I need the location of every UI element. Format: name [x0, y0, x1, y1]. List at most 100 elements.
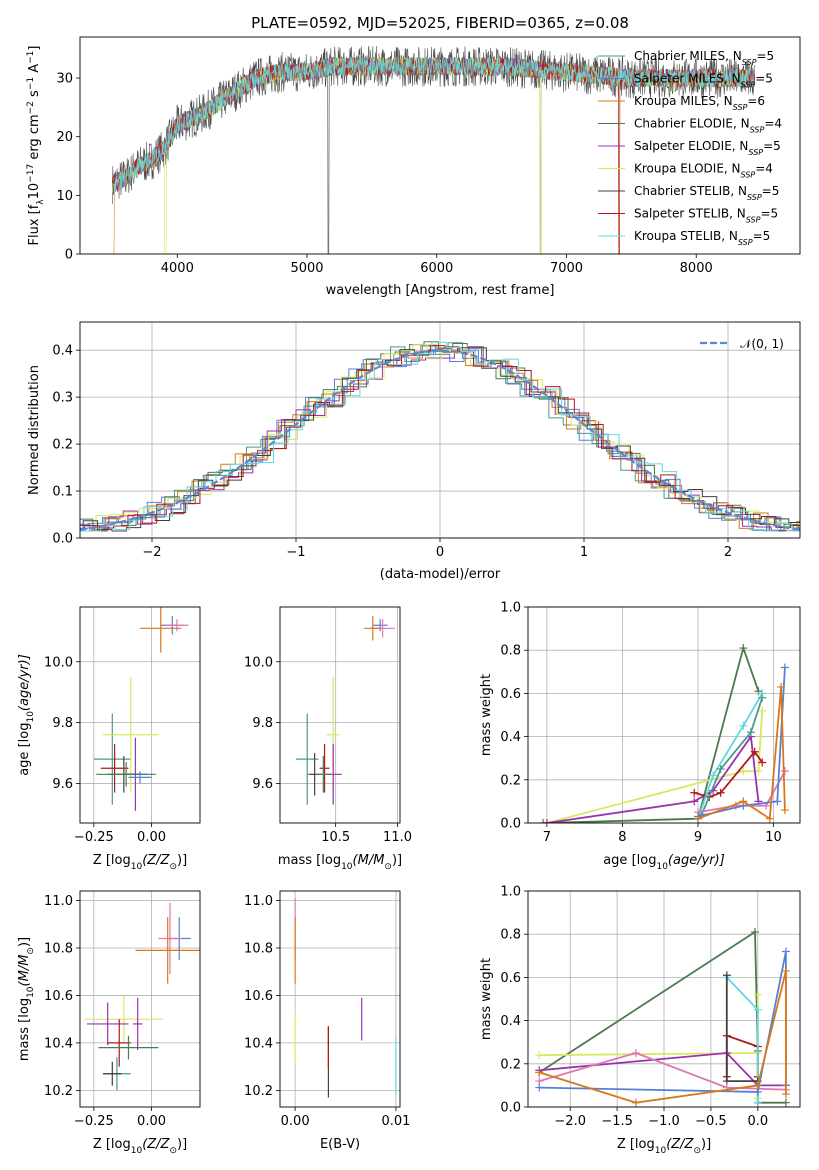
y-tick-label: 0.4 [500, 1014, 521, 1029]
x-tick-label: 7000 [550, 261, 583, 276]
error-bars [84, 902, 200, 1091]
x-tick-label: 0.0 [747, 1114, 768, 1129]
weight-z-xlabel: Z [log10(Z/Z⊙)] [617, 1137, 711, 1156]
x-tick-label: 0.01 [381, 1114, 410, 1129]
weight-point-marker [716, 765, 725, 773]
weight-point-marker [780, 767, 789, 776]
x-tick-label: 0.00 [137, 830, 166, 845]
y-tick-label: 10.4 [44, 1036, 73, 1051]
mass-z-xlabel: Z [log10(Z/Z⊙)] [93, 1137, 187, 1156]
legend-entry: Kroupa MILES, NSSP=6 [634, 94, 765, 112]
weight-series-line [697, 692, 763, 819]
axes-frame [527, 606, 801, 824]
x-tick-label: −0.25 [74, 1114, 114, 1129]
y-tick-label: 10.8 [244, 941, 273, 956]
weight-point-marker [535, 1051, 544, 1060]
error-bars [294, 898, 397, 1098]
error-bars [93, 607, 189, 811]
y-tick-label: 10.6 [244, 989, 273, 1004]
axes-frame [279, 606, 401, 824]
weight-series-line [726, 976, 759, 1103]
histogram-series-step [80, 344, 800, 532]
y-tick-label: 10.2 [44, 1084, 73, 1099]
weight-point-marker [539, 819, 548, 823]
x-tick-label: 2 [724, 545, 732, 560]
mass-ebv-xlabel: E(B-V) [320, 1137, 360, 1152]
weight-series-line [539, 970, 787, 1104]
spectrum-series-line [112, 45, 755, 254]
weight-series-line [725, 1034, 759, 1077]
y-tick-label: 9.6 [252, 777, 273, 792]
y-tick-label: 0.3 [52, 391, 73, 406]
legend-entry: Chabrier ELODIE, NSSP=4 [634, 117, 782, 135]
y-tick-label: 0.4 [500, 730, 521, 745]
x-tick-label: −0.5 [695, 1114, 727, 1129]
histogram-steps [80, 341, 800, 532]
y-tick-label: 0.6 [500, 687, 521, 702]
weight-point-marker [709, 771, 718, 780]
y-tick-label: 9.8 [252, 716, 273, 731]
weight-point-marker [750, 928, 759, 937]
y-tick-label: 30 [56, 72, 73, 87]
weight-point-marker [780, 663, 789, 672]
weight-point-marker [753, 1081, 762, 1090]
legend-entry: Salpeter ELODIE, NSSP=5 [634, 139, 781, 157]
legend-entry: Salpeter STELIB, NSSP=5 [634, 207, 778, 225]
x-tick-label: −1.5 [601, 1114, 633, 1129]
weight-point-marker [631, 1098, 640, 1107]
weight-age-xlabel: age [log10(age/yr)] [603, 853, 725, 872]
weight-point-marker [753, 1005, 762, 1014]
x-tick-label: 0 [436, 545, 444, 560]
histogram-series-step [80, 341, 800, 532]
weight-point-marker [781, 1090, 790, 1099]
mass-weight-vs-age-panel: 7 8 9 10 0.0 0.2 0.4 0.6 0.8 1.0 mass weight age [l… [479, 601, 801, 872]
x-tick-label: −1.0 [648, 1114, 680, 1129]
x-tick-label: 8000 [680, 261, 713, 276]
residual-histogram-panel: −2 −1 0 1 2 0.0 0.1 0.2 0.3 0.4 (data-model)/error… [27, 321, 801, 582]
x-tick-label: 9 [694, 830, 702, 845]
weight-point-marker [777, 682, 786, 691]
legend-entry: Kroupa ELODIE, NSSP=4 [634, 162, 773, 180]
weight-point-marker [773, 797, 782, 806]
weight-point-marker [694, 814, 702, 823]
weight-point-marker [739, 797, 748, 806]
spectrum-series-line [112, 56, 755, 192]
spectrum-legend: Chabrier MILES, NSSP=5 Salpeter MILES, NS… [598, 49, 782, 247]
histogram-series-step [80, 342, 800, 529]
weight-series-line [539, 1052, 786, 1087]
histogram-xlabel: (data-model)/error [380, 567, 501, 582]
x-tick-label: −0.25 [74, 830, 114, 845]
mass-vs-ebv-panel: 0.00 0.01 10.2 10.4 10.6 10.8 11.0 E(B-V) [244, 890, 410, 1152]
y-tick-label: 0.6 [500, 971, 521, 986]
spectrum-ylabel: Flux [fλ10−17 erg cm−2 s−1 A−1] [26, 46, 46, 246]
normal-curve [80, 349, 800, 531]
weight-point-marker [780, 806, 789, 815]
weight-point-marker [542, 819, 551, 823]
weight-point-marker [739, 767, 748, 776]
x-tick-label: 8 [618, 830, 626, 845]
weight-point-marker [781, 947, 790, 956]
spectrum-xlabel: wavelength [Angstrom, rest frame] [326, 283, 555, 298]
y-tick-label: 10.0 [244, 655, 273, 670]
weight-series-line [543, 644, 760, 823]
weight-point-marker [535, 1083, 544, 1092]
weight-point-marker [765, 814, 774, 823]
y-tick-label: 10.2 [244, 1084, 273, 1099]
histogram-ylabel: Normed distribution [27, 365, 42, 495]
x-tick-label: −1 [286, 545, 305, 560]
spectrum-lines [112, 45, 755, 254]
age-vs-metallicity-panel: −0.25 0.00 9.6 9.8 10.0 Z [log10(Z/Z⊙)] age [l… [17, 606, 201, 872]
y-tick-label: 0.4 [52, 344, 73, 359]
y-tick-label: 9.8 [52, 716, 73, 731]
weight-series-line [697, 686, 786, 821]
y-tick-label: 0.0 [500, 1101, 521, 1116]
axes-frame [79, 890, 201, 1108]
x-tick-label: 10 [765, 830, 782, 845]
y-tick-label: 0 [65, 248, 73, 263]
weight-lines [535, 928, 790, 1107]
y-tick-label: 0.2 [52, 438, 73, 453]
weight-series-line [539, 1052, 786, 1091]
weight-point-marker [753, 1098, 762, 1107]
y-tick-label: 10.4 [244, 1036, 273, 1051]
